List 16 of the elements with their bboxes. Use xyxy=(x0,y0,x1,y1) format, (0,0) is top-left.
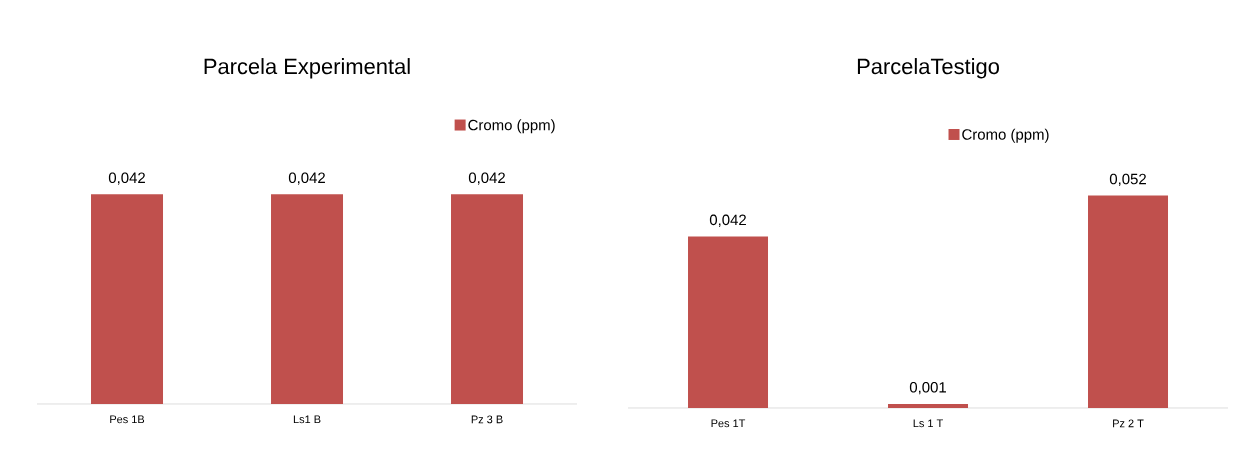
x-tick-label: Pz 3 B xyxy=(471,415,503,424)
x-tick-label: Pz 2 T xyxy=(1113,419,1144,428)
data-label: 0,052 xyxy=(1109,173,1146,187)
x-tick-label: Ls 1 T xyxy=(913,419,943,428)
data-label: 0,042 xyxy=(709,214,746,227)
data-label: 0,001 xyxy=(909,382,946,395)
chart-title: Parcela Experimental xyxy=(204,58,410,79)
x-tick-label: Pes 1T xyxy=(711,419,746,428)
chart-title: ParcelaTestigo xyxy=(857,58,999,79)
data-label: 0,042 xyxy=(288,172,325,185)
legend-label: Cromo (ppm) xyxy=(962,128,1049,143)
x-tick-label: Ls1 B xyxy=(293,415,321,424)
x-tick-label: Pes 1B xyxy=(110,415,145,424)
legend-label: Cromo (ppm) xyxy=(468,119,555,134)
data-label: 0,042 xyxy=(108,172,145,185)
data-label: 0,042 xyxy=(468,172,505,185)
